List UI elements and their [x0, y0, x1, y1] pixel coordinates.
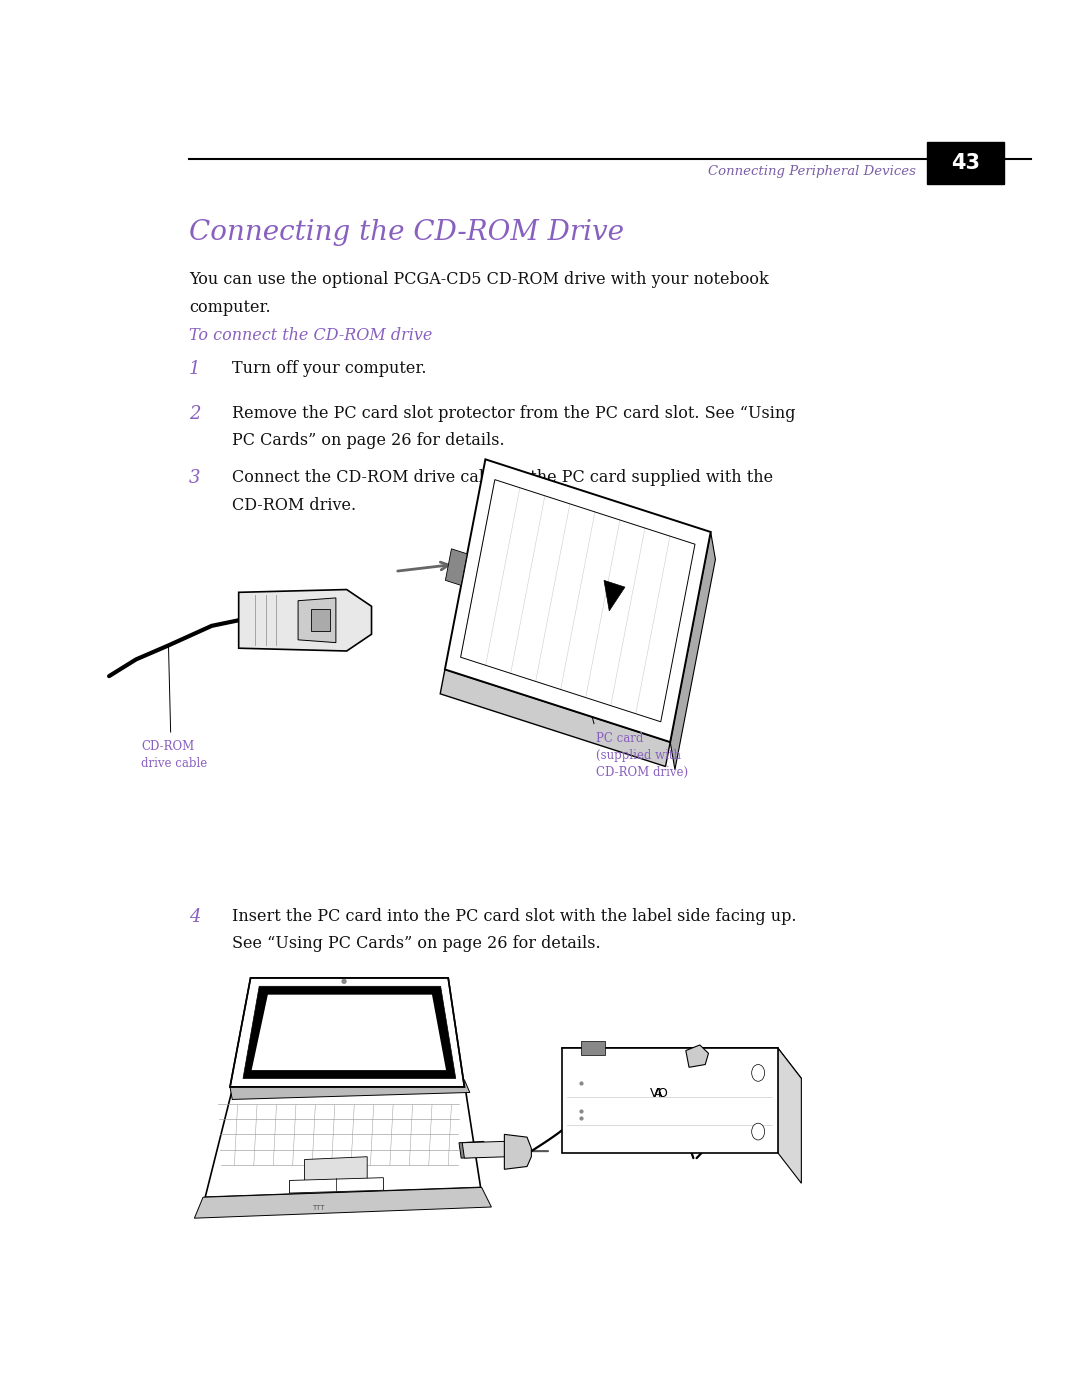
Circle shape [752, 1065, 765, 1081]
Polygon shape [504, 1134, 531, 1169]
Polygon shape [239, 590, 372, 651]
Text: You can use the optional PCGA-CD5 CD-ROM drive with your notebook: You can use the optional PCGA-CD5 CD-ROM… [189, 271, 769, 288]
FancyBboxPatch shape [927, 142, 1004, 184]
Text: 1: 1 [189, 360, 201, 379]
Polygon shape [298, 598, 336, 643]
Polygon shape [243, 986, 456, 1078]
Text: Remove the PC card slot protector from the PC card slot. See “Using: Remove the PC card slot protector from t… [232, 405, 796, 422]
Polygon shape [562, 1048, 801, 1078]
Text: CD-ROM
drive cable: CD-ROM drive cable [141, 740, 207, 770]
Polygon shape [581, 1041, 605, 1055]
Polygon shape [230, 1080, 470, 1099]
Text: Insert the PC card into the PC card slot with the label side facing up.: Insert the PC card into the PC card slot… [232, 908, 797, 925]
Polygon shape [562, 1048, 778, 1153]
Text: computer.: computer. [189, 299, 271, 316]
Polygon shape [445, 460, 711, 742]
Polygon shape [305, 1157, 367, 1183]
Text: 4: 4 [189, 908, 201, 926]
Polygon shape [462, 1141, 508, 1158]
Circle shape [752, 1123, 765, 1140]
Text: ●: ● [340, 978, 347, 983]
FancyBboxPatch shape [311, 609, 330, 631]
Text: Turn off your computer.: Turn off your computer. [232, 360, 427, 377]
Polygon shape [289, 1178, 383, 1193]
Polygon shape [778, 1048, 801, 1183]
Polygon shape [671, 532, 715, 770]
Text: Connect the CD-ROM drive cable to the PC card supplied with the: Connect the CD-ROM drive cable to the PC… [232, 469, 773, 486]
Text: TTT: TTT [312, 1206, 325, 1211]
Text: 43: 43 [951, 154, 980, 173]
Polygon shape [441, 669, 671, 767]
Text: See “Using PC Cards” on page 26 for details.: See “Using PC Cards” on page 26 for deta… [232, 936, 600, 953]
Text: Connecting the CD-ROM Drive: Connecting the CD-ROM Drive [189, 219, 624, 246]
Text: Connecting Peripheral Devices: Connecting Peripheral Devices [708, 165, 916, 179]
Polygon shape [604, 580, 625, 610]
Text: PC card
(supplied with
CD-ROM drive): PC card (supplied with CD-ROM drive) [596, 732, 688, 780]
Polygon shape [194, 1187, 491, 1218]
Text: 3: 3 [189, 469, 201, 488]
Polygon shape [445, 549, 468, 585]
Polygon shape [230, 978, 464, 1087]
Polygon shape [686, 1045, 708, 1067]
Text: PC Cards” on page 26 for details.: PC Cards” on page 26 for details. [232, 433, 504, 450]
Text: $\sf{V\!\!A\!\!I\!\!O}$: $\sf{V\!\!A\!\!I\!\!O}$ [649, 1087, 669, 1099]
Text: CD-ROM drive.: CD-ROM drive. [232, 496, 356, 514]
Text: 2: 2 [189, 405, 201, 423]
Text: To connect the CD-ROM drive: To connect the CD-ROM drive [189, 327, 432, 344]
Polygon shape [459, 1141, 486, 1158]
Polygon shape [252, 995, 446, 1070]
Polygon shape [205, 1083, 481, 1197]
